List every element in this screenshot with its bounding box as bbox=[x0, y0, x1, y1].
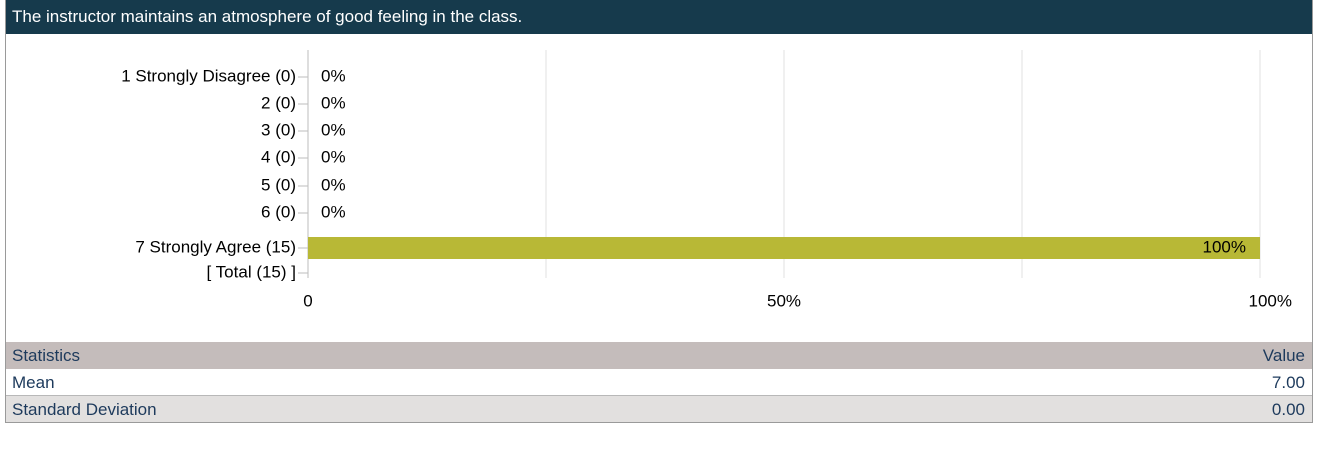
report-panel: The instructor maintains an atmosphere o… bbox=[5, 0, 1313, 423]
bar bbox=[308, 237, 1260, 259]
table-row: Standard Deviation 0.00 bbox=[6, 396, 1312, 422]
header-cell: Value bbox=[1262, 346, 1305, 365]
value-label: 0% bbox=[321, 66, 346, 85]
x-tick-label: 50% bbox=[767, 291, 801, 310]
category-label: 6 (0) bbox=[261, 202, 296, 221]
stat-name: Mean bbox=[12, 373, 55, 392]
stat-name: Standard Deviation bbox=[12, 400, 157, 419]
question-title: The instructor maintains an atmosphere o… bbox=[6, 0, 1312, 34]
header-cell: Statistics bbox=[12, 346, 81, 365]
x-tick-label: 0 bbox=[303, 291, 312, 310]
category-label: 7 Strongly Agree (15) bbox=[135, 237, 296, 256]
table-row: Mean 7.00 bbox=[6, 369, 1312, 396]
category-label: 1 Strongly Disagree (0) bbox=[121, 66, 296, 85]
category-label: 4 (0) bbox=[261, 147, 296, 166]
value-label: 0% bbox=[321, 93, 346, 112]
stat-value: 7.00 bbox=[1271, 373, 1305, 392]
value-label: 100% bbox=[1203, 237, 1246, 256]
category-label: 2 (0) bbox=[261, 93, 296, 112]
stat-value: 0.00 bbox=[1271, 400, 1305, 419]
chart: 0 50% 100% 1 Strongly Disagree (0) 0% 2 (0) 0%… bbox=[121, 50, 1292, 310]
category-label: [ Total (15) ] bbox=[207, 262, 296, 281]
value-label: 0% bbox=[321, 147, 346, 166]
category-label: 5 (0) bbox=[261, 175, 296, 194]
x-tick-label: 100% bbox=[1249, 291, 1292, 310]
value-label: 0% bbox=[321, 175, 346, 194]
value-label: 0% bbox=[321, 202, 346, 221]
category-label: 3 (0) bbox=[261, 120, 296, 139]
table-header: Statistics Value bbox=[6, 342, 1312, 369]
value-label: 0% bbox=[321, 120, 346, 139]
